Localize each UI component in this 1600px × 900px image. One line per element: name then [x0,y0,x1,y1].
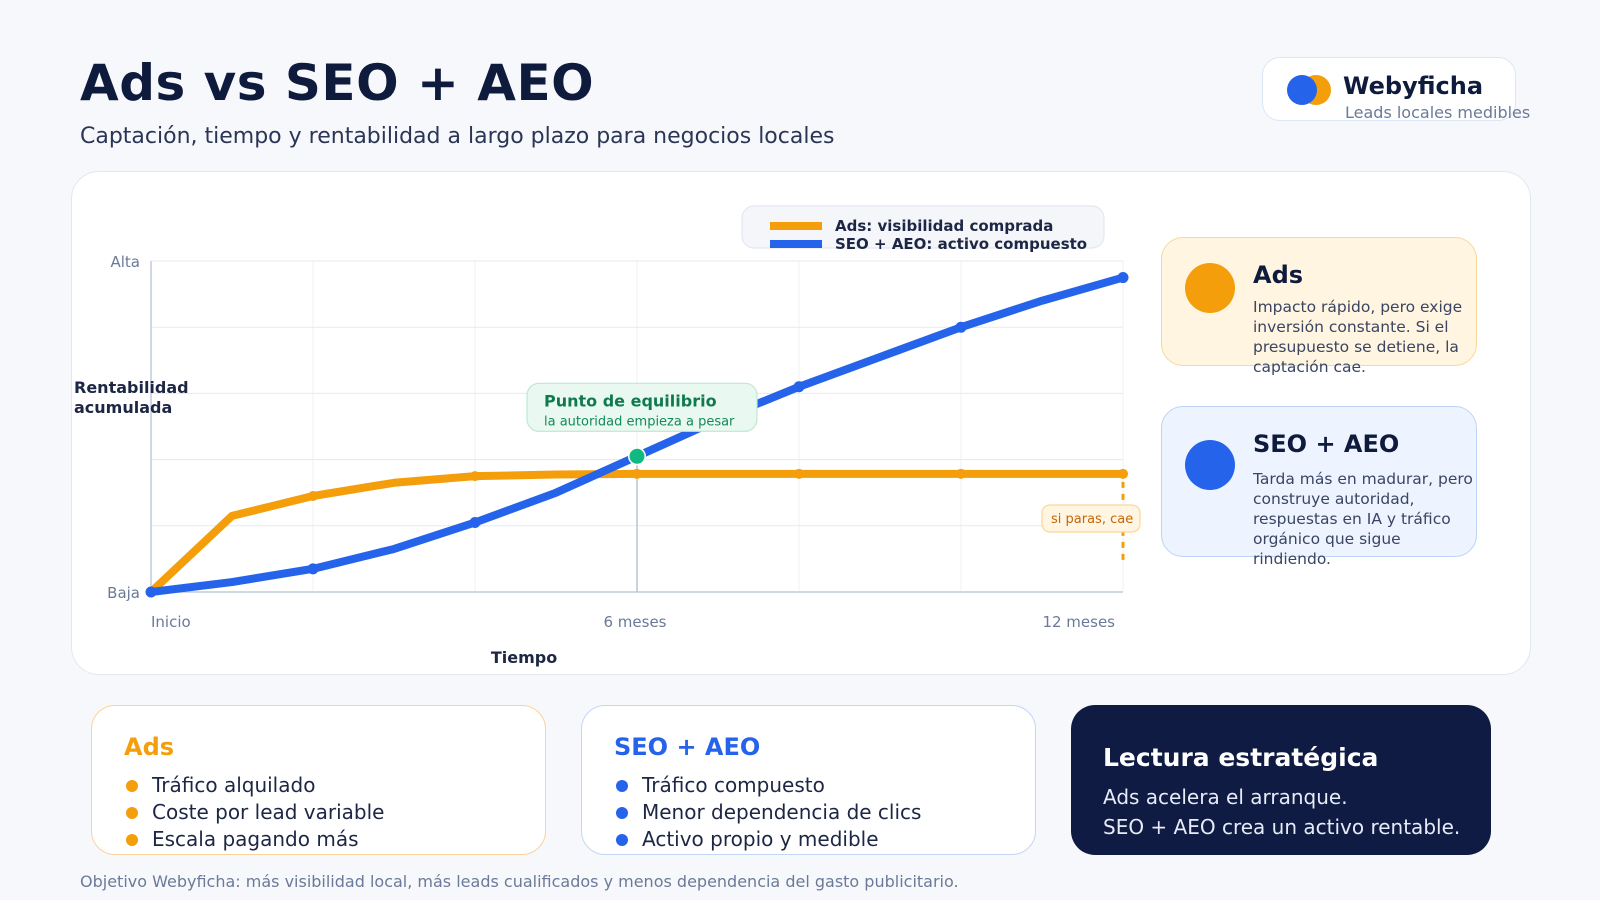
bottom-card-strategy: Lectura estratégica Ads acelera el arran… [1071,705,1491,855]
bottom-card-ads-list: Tráfico alquilado Coste por lead variabl… [124,772,385,853]
list-item: Menor dependencia de clics [614,799,921,826]
ads-line [147,469,1127,596]
brand-name: Webyficha [1343,72,1484,100]
bullet-icon [616,834,628,846]
strategy-title: Lectura estratégica [1103,743,1379,772]
seo-point [145,586,157,598]
legend-swatch-seo [770,240,822,248]
bottom-card-seo: SEO + AEO Tráfico compuesto Menor depend… [581,705,1036,855]
y-axis-label-line: Rentabilidad [74,378,189,397]
x-tick-label: 12 meses [1042,613,1115,631]
side-card-seo: SEO + AEO Tarda más en madurar, pero con… [1161,406,1477,568]
y-tick-label: Baja [107,584,140,602]
equilibrium-point [629,448,645,464]
list-item: Escala pagando más [124,826,385,853]
ads-point [956,468,966,479]
side-card-ads-text: Impacto rápido, pero exige inversión con… [1253,298,1463,376]
bullet-icon [126,780,138,792]
page-title: Ads vs SEO + AEO [80,54,595,112]
side-card-ads: Ads Impacto rápido, pero exige inversión… [1161,237,1477,376]
ads-point [794,468,804,479]
bullet-icon [126,807,138,819]
legend-label: SEO + AEO: activo compuesto [835,235,1087,253]
list-item: Tráfico compuesto [614,772,921,799]
bullet-icon [616,807,628,819]
y-tick-label: Alta [110,253,140,271]
seo-point [307,563,319,575]
bottom-card-seo-list: Tráfico compuesto Menor dependencia de c… [614,772,921,853]
brand-badge: Webyficha Leads locales medibles [1262,57,1530,122]
legend-swatch-ads [770,222,822,230]
x-tick-label: 6 meses [603,613,666,631]
seo-point [793,381,805,393]
x-axis-label: Tiempo [491,648,557,667]
ads-point [470,471,480,482]
bottom-card-ads-title: Ads [124,733,175,761]
bottom-card-ads: Ads Tráfico alquilado Coste por lead var… [91,705,546,855]
y-axis-label-line: acumulada [74,398,172,417]
equilibrium-callout [526,382,758,432]
equilibrium-title: Punto de equilibrio [544,391,717,410]
chart-axes: Baja Alta Inicio 6 meses 12 meses Tiempo Renta… [74,253,1123,667]
ads-point [1118,468,1128,479]
seo-point [955,321,967,333]
legend-box [741,205,1105,249]
list-item: Coste por lead variable [124,799,385,826]
chart-annotations: Punto de equilibrio la autoridad empieza … [526,382,1141,562]
page-subtitle: Captación, tiempo y rentabilidad a largo… [80,124,835,149]
list-item: Activo propio y medible [614,826,921,853]
bottom-card-seo-title: SEO + AEO [614,733,761,761]
bullet-icon [616,780,628,792]
bullet-icon [126,834,138,846]
ads-point [308,491,318,502]
seo-dot-icon [1185,440,1235,490]
ads-dot-icon [1185,263,1235,313]
brand-tagline: Leads locales medibles [1345,103,1531,122]
strategy-line-2: SEO + AEO crea un activo rentable. [1103,815,1461,839]
legend-label: Ads: visibilidad comprada [835,217,1053,235]
ads-point [632,468,642,479]
side-card-ads-title: Ads [1253,261,1304,289]
seo-point [1117,272,1129,284]
footer-note: Objetivo Webyficha: más visibilidad loca… [80,872,959,891]
x-tick-label: Inicio [151,613,191,631]
seo-point [469,516,481,528]
side-card-seo-text: Tarda más en madurar, pero construye aut… [1253,470,1473,568]
brand-logo-icon [1287,75,1333,105]
side-card-seo-title: SEO + AEO [1253,430,1400,458]
drop-note-text: si paras, cae [1051,512,1133,527]
equilibrium-text: la autoridad empieza a pesar [544,414,735,429]
list-item: Tráfico alquilado [124,772,385,799]
strategy-line-1: Ads acelera el arranque. [1103,785,1348,809]
drop-note-box [1041,504,1141,533]
y-axis-label: Rentabilidad acumulada [74,378,189,417]
